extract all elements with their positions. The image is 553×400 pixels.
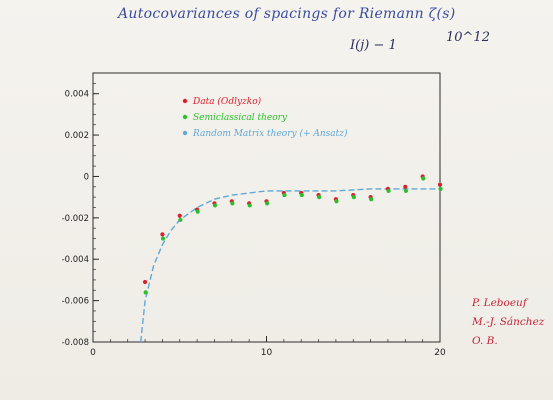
- x-tick-label: 10: [261, 348, 273, 358]
- semiclassical-point: [403, 188, 408, 194]
- author-name: O. B.: [472, 335, 498, 347]
- y-tick-label: 0.002: [65, 131, 89, 141]
- chart-title: Autocovariances of spacings for Riemann …: [118, 6, 456, 22]
- author-name: P. Leboeuf: [472, 297, 527, 309]
- legend-label: Semiclassical theory: [193, 113, 288, 123]
- author-signatures: P. Leboeuf M.-J. Sánchez O. B.: [472, 294, 544, 351]
- semiclassical-point: [369, 197, 374, 202]
- semiclassical-point: [195, 209, 200, 214]
- y-tick-label: 0.004: [65, 90, 89, 100]
- legend-label: Random Matrix theory (+ Ansatz): [192, 128, 348, 139]
- semiclassical-point: [265, 201, 270, 206]
- semiclassical-point: [247, 203, 252, 208]
- y-tick-label: 0: [84, 172, 89, 182]
- x-tick-label: 20: [434, 348, 446, 358]
- semiclassical-point: [317, 195, 322, 200]
- author-name: M.-J. Sánchez: [472, 316, 545, 328]
- legend-label: Data (Odlyzko): [192, 96, 262, 107]
- semiclassical-point: [160, 236, 166, 241]
- semiclassical-point: [386, 188, 391, 194]
- semiclassical-point: [421, 176, 426, 181]
- legend: Data (Odlyzko) Semiclassical theory Random…: [182, 96, 348, 139]
- data-point: [160, 232, 165, 237]
- data-point: [437, 182, 443, 187]
- theory-curve-group: [140, 188, 440, 343]
- data-points: [142, 174, 443, 295]
- semiclassical-point: [230, 201, 235, 206]
- semiclassical-point: [212, 203, 218, 208]
- semiclassical-point: [351, 195, 356, 200]
- x-tick-label: 0: [90, 348, 96, 358]
- semiclassical-point: [438, 186, 443, 191]
- y-tick-label: -0.004: [62, 255, 89, 265]
- semiclassical-point: [334, 199, 339, 204]
- chart-exponent-note: 10^12: [446, 30, 490, 45]
- chart-subtitle: I(j) − 1: [350, 38, 397, 53]
- semiclassical-point: [178, 217, 183, 223]
- semiclassical-point: [299, 192, 304, 198]
- y-tick-label: -0.002: [62, 214, 89, 224]
- axis-ticks: [92, 72, 441, 343]
- semiclassical-point: [282, 192, 287, 198]
- legend-swatch: [182, 98, 188, 104]
- legend-swatch: [182, 130, 188, 136]
- data-point: [177, 213, 182, 218]
- legend-swatch: [182, 114, 188, 120]
- data-point: [403, 184, 408, 189]
- data-point: [142, 279, 148, 285]
- theory-curve: [140, 188, 440, 343]
- semiclassical-point: [143, 290, 148, 295]
- y-tick-label: -0.008: [62, 338, 89, 348]
- y-tick-label: -0.006: [62, 297, 89, 307]
